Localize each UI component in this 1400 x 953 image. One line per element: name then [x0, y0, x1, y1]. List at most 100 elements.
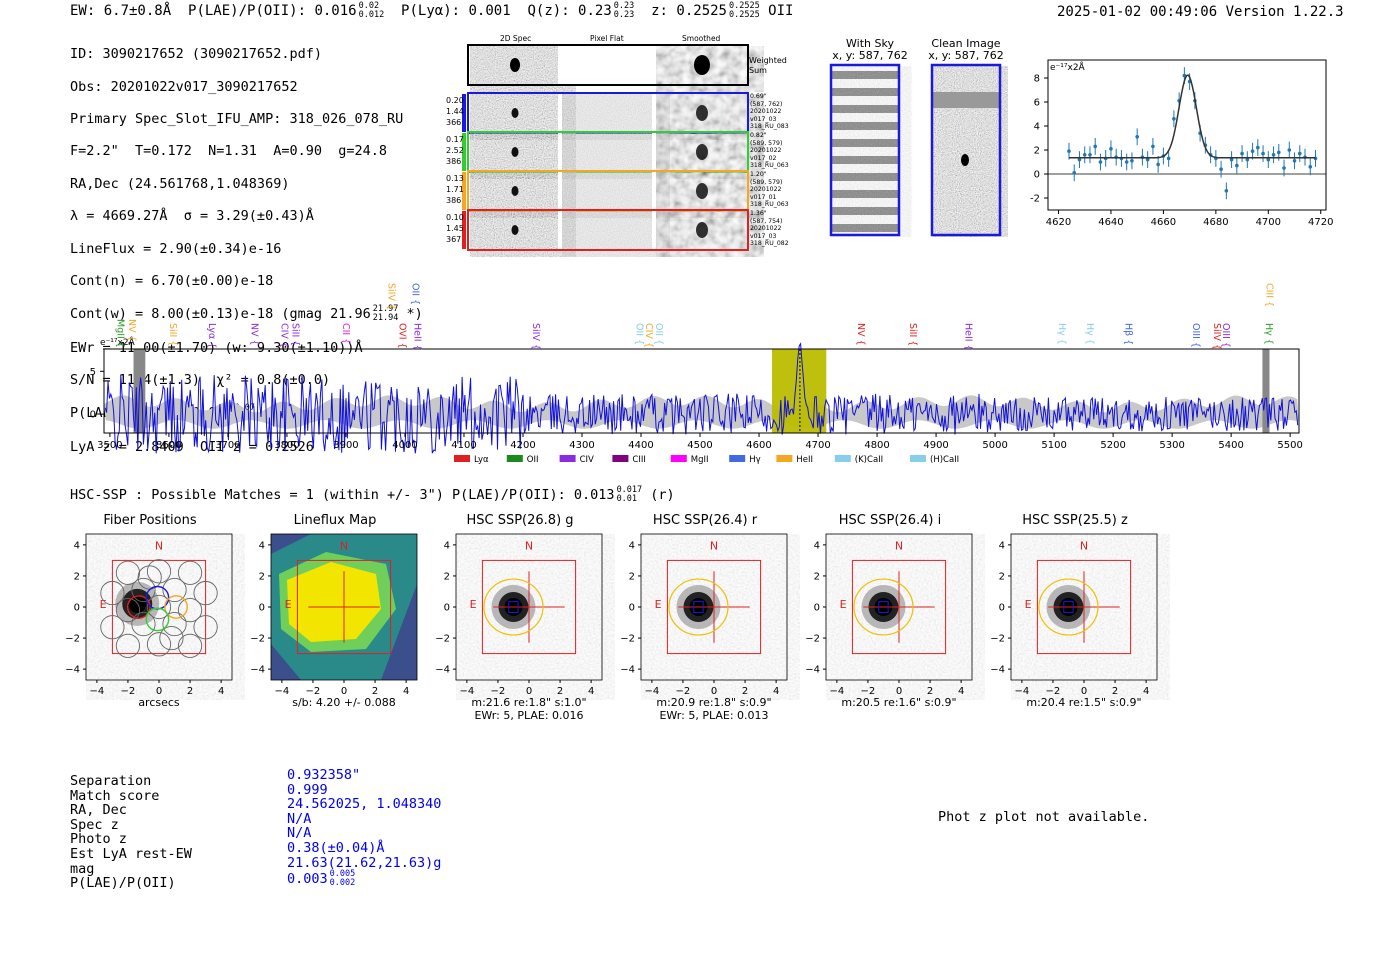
east-label: E [1025, 598, 1032, 611]
x-tick-label: 5000 [982, 440, 1007, 451]
data-point [1098, 160, 1103, 164]
spectral-line-label: SiIV { [1211, 323, 1222, 350]
data-point [1135, 135, 1139, 139]
data-point [1219, 167, 1223, 171]
fiber-circle [146, 632, 172, 657]
north-label: N [155, 540, 163, 553]
y-tick-label: 4 [814, 540, 820, 551]
spectral-line-label: OVI { [397, 323, 408, 349]
y-tick-label: −4 [250, 665, 265, 676]
legend-label: (K)CaII [855, 455, 883, 465]
match-table-values: 0.932358" 0.999 24.562025, 1.048340 N/A N/A 0… [287, 768, 441, 888]
y-tick-label: 0 [74, 603, 80, 614]
x-tick-label: −2 [676, 686, 691, 697]
mask-right [1262, 349, 1270, 433]
match-label: Est LyA rest-EW [70, 845, 192, 862]
hsc-panel-caption: m:20.9 re:1.8" s:0.9" EWr: 5, PLAE: 0.013 [656, 696, 772, 722]
north-label: N [710, 540, 718, 553]
z-value: z: 0.2525 [651, 3, 727, 19]
spectrum-line [104, 342, 1299, 454]
error-band [104, 395, 1299, 429]
spectral-line-label: SiII { [289, 323, 300, 346]
y-tick-label: −2 [990, 634, 1005, 645]
match-value: 0.003 0.005 0.002 [287, 869, 356, 889]
fiber-circle [115, 598, 141, 623]
east-label: E [840, 598, 847, 611]
x-tick-label: 2 [742, 686, 748, 697]
x-tick-label: 0 [526, 686, 532, 697]
fit-curve [1069, 74, 1316, 159]
fiber-circle-green [145, 607, 170, 632]
x-tick-label: 2 [557, 686, 563, 697]
y-tick-label: -2 [1030, 194, 1040, 205]
y-tick-label: −4 [65, 665, 80, 676]
detection-info: ID: 3090217652 (3090217652.pdf) Obs: 202… [70, 30, 423, 471]
hsc-panel-title: Fiber Positions [103, 513, 197, 528]
source-ellipse [1038, 578, 1099, 636]
east-label: E [100, 598, 107, 611]
with-sky-title: With Sky x, y: 587, 762 [832, 37, 908, 62]
aperture-box [851, 559, 947, 655]
fiber-circle [162, 611, 187, 637]
hsc-panel: HSC SSP(26.4) i N E 4 2 0 −2 −4 −4 −2 0 2 4 m:20.5 re… [800, 512, 985, 727]
hsc-panel-title: HSC SSP(26.4) r [652, 513, 758, 528]
hsc-panel: HSC SSP(26.4) r N E 4 2 0 −2 −4 −4 −2 0 2 4 m:20.9 re… [615, 512, 800, 727]
spectrum-frame [103, 348, 1300, 434]
info-primary-spec: Primary Spec_Slot_IFU_AMP: 318_026_078_R… [70, 111, 404, 128]
line-fit-chart: -2 0 2 4 6 8 4620 4640 4660 4680 4700 4720 e⁻¹⁷x2Å [1030, 59, 1333, 228]
y-tick-label: 4 [999, 540, 1005, 551]
x-tick-label: 4200 [510, 440, 535, 451]
clean-image [933, 66, 999, 234]
x-tick-label: 4 [1143, 686, 1149, 697]
x-tick-label: 4620 [1046, 217, 1071, 228]
data-point [1256, 145, 1260, 150]
source-marker [1063, 601, 1074, 613]
qz-value: Q(z): 0.23 [527, 3, 612, 19]
x-tick-label: 3700 [215, 440, 240, 451]
info-lineflux: LineFlux = 2.90(±0.34)e-16 [70, 240, 282, 257]
data-point [1072, 171, 1077, 175]
x-tick-label: 4900 [923, 440, 948, 451]
legend-label: Lyα [474, 455, 489, 465]
data-point [1229, 157, 1234, 162]
fiber-circle [162, 577, 187, 603]
cutout-pixel-flat [562, 211, 652, 249]
data-point [1156, 162, 1160, 167]
y-tick-label: −4 [805, 665, 820, 676]
weighted-sum-row [467, 44, 749, 86]
fit-y-unit: e⁻¹⁷x2Å [1050, 61, 1086, 73]
match-label: Spec z [70, 816, 119, 833]
x-tick-label: −4 [1014, 686, 1029, 697]
source-ellipse [483, 578, 544, 636]
full-spectrum-chart: 5 0 e⁻¹⁷x2Å 3500 3600 3700 3800 3900 4000 4100 420… [90, 283, 1303, 465]
data-point [1166, 156, 1171, 161]
x-tick-label: 5500 [1277, 440, 1302, 451]
fiber-circle-red [126, 595, 151, 619]
data-point [1308, 165, 1313, 169]
hsc-panel: Fiber Positions N E 4 2 0 −2 −4 −4 −2 0 2 4 arcsecs [60, 512, 245, 727]
y-tick-label: 8 [1034, 74, 1040, 85]
x-tick-label: 4 [958, 686, 964, 697]
x-tick-label: −2 [491, 686, 506, 697]
x-tick-label: 4000 [392, 440, 417, 451]
north-label: N [340, 540, 348, 553]
x-tick-label: 4720 [1308, 217, 1333, 228]
spectrum-y-unit: e⁻¹⁷x2Å [100, 336, 136, 348]
legend-label: Hγ [749, 455, 760, 465]
y-tick-label: 0 [814, 603, 820, 614]
north-label: N [895, 540, 903, 553]
x-tick-label: −4 [89, 686, 104, 697]
spectral-line-label: HeII { [411, 323, 422, 351]
data-point [1240, 151, 1244, 156]
data-point [1067, 149, 1071, 153]
data-point [1282, 166, 1286, 170]
x-tick-label: 4700 [1256, 217, 1281, 228]
fiber-circle [177, 633, 203, 658]
x-tick-label: 3600 [156, 440, 181, 451]
x-tick-label: 5300 [1159, 440, 1184, 451]
y-tick-label: 2 [629, 571, 635, 582]
spectral-line-label: SiIV { [530, 323, 541, 350]
fit-axes-frame [1047, 59, 1327, 211]
x-tick-label: 2 [1112, 686, 1118, 697]
cutout-row-stats: 0.13 1.71 386 [446, 174, 464, 205]
